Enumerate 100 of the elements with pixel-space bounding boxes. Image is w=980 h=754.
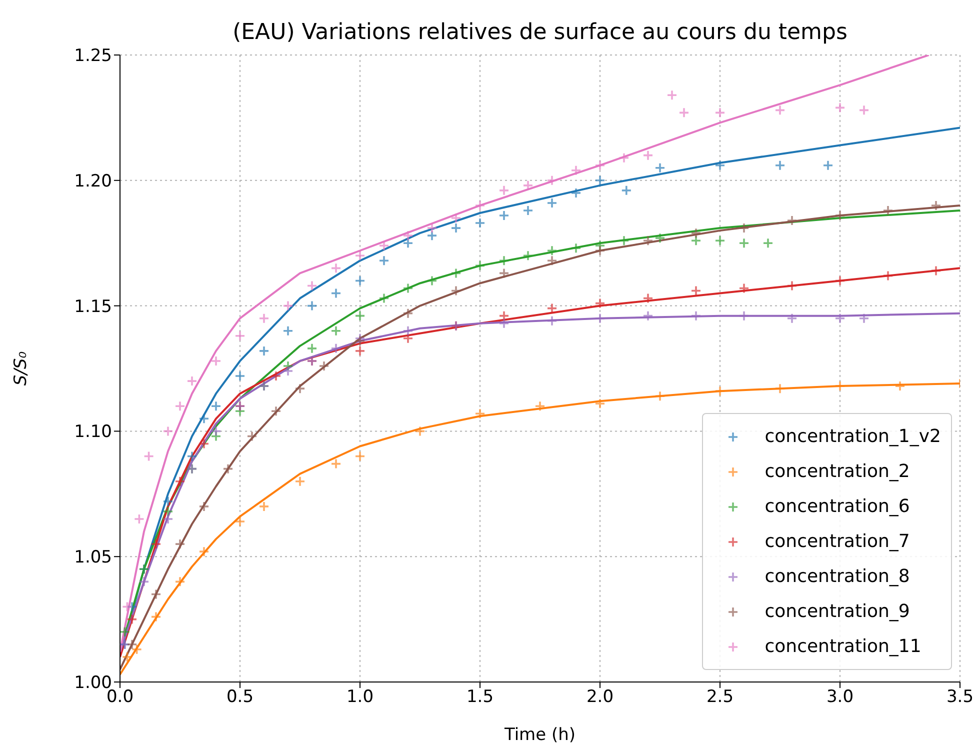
x-tick-label: 2.5 [706,687,734,708]
point [476,218,484,228]
point [404,334,412,343]
point [452,214,460,223]
point [236,516,244,526]
point [764,238,772,248]
point [836,211,844,220]
point [620,153,628,162]
y-tick-label: 1.10 [74,422,112,442]
point [644,311,652,320]
legend-label: concentration_6 [764,496,910,517]
legend-label: concentration_2 [764,461,910,482]
point [332,344,340,353]
legend-label: concentration_11 [764,636,922,657]
point [332,326,340,336]
point [776,384,784,394]
legend-label: concentration_9 [764,601,910,622]
point [200,547,208,556]
point [932,266,940,276]
point [776,160,784,170]
point [356,311,364,320]
point [596,160,604,170]
point [272,406,280,416]
point [836,276,844,286]
point [644,236,652,246]
point [656,163,664,172]
point [716,386,724,396]
point [404,326,412,336]
point [622,186,631,195]
point [548,198,556,208]
point [644,294,652,303]
point [212,426,220,436]
point [416,426,424,436]
point [260,346,268,356]
point [452,224,460,233]
point [224,464,232,474]
point [284,326,292,336]
point [596,314,604,323]
point [152,612,160,622]
point [176,540,184,549]
point [572,188,580,198]
point [788,314,796,323]
point [692,236,700,246]
y-axis-title: S/S₀ [11,351,32,386]
point [656,234,664,243]
point [188,452,196,461]
point [824,160,832,170]
point [380,294,388,303]
point [740,224,748,233]
point [404,238,412,248]
point [884,271,892,280]
point [356,346,364,356]
point [572,244,580,253]
point [548,316,556,326]
point [248,432,256,441]
point [596,298,604,308]
point [122,652,132,662]
point [236,331,244,340]
point [164,514,172,524]
point [836,382,844,391]
point [200,414,208,424]
point [452,286,460,296]
point [428,224,436,233]
point [476,409,484,418]
y-tick-label: 1.15 [74,296,112,317]
x-tick-label: 1.5 [466,687,494,708]
point [296,476,304,486]
point [404,231,412,240]
point [188,376,196,386]
point [932,200,940,210]
x-tick-label: 1.0 [346,687,374,708]
y-tick-label: 1.20 [74,171,112,192]
point [776,106,784,115]
point [716,160,724,170]
point [332,288,340,298]
point [428,231,436,240]
point [176,402,184,411]
point [380,241,388,250]
point [740,284,748,293]
point [596,246,604,256]
point [476,261,484,270]
point [596,399,604,408]
legend-label: concentration_8 [764,566,910,587]
y-tick-label: 1.25 [74,46,112,66]
point [692,311,700,320]
point [332,264,340,273]
point [320,361,328,370]
x-tick-label: 0.5 [226,687,254,708]
point [572,166,580,175]
point [308,301,316,310]
point [200,502,208,511]
point [428,276,436,286]
point [692,286,700,296]
point [500,318,508,328]
point [716,236,724,246]
point [176,476,184,486]
y-tick-label: 1.05 [74,548,112,568]
point [740,238,748,248]
point [548,176,556,185]
point [356,276,364,286]
